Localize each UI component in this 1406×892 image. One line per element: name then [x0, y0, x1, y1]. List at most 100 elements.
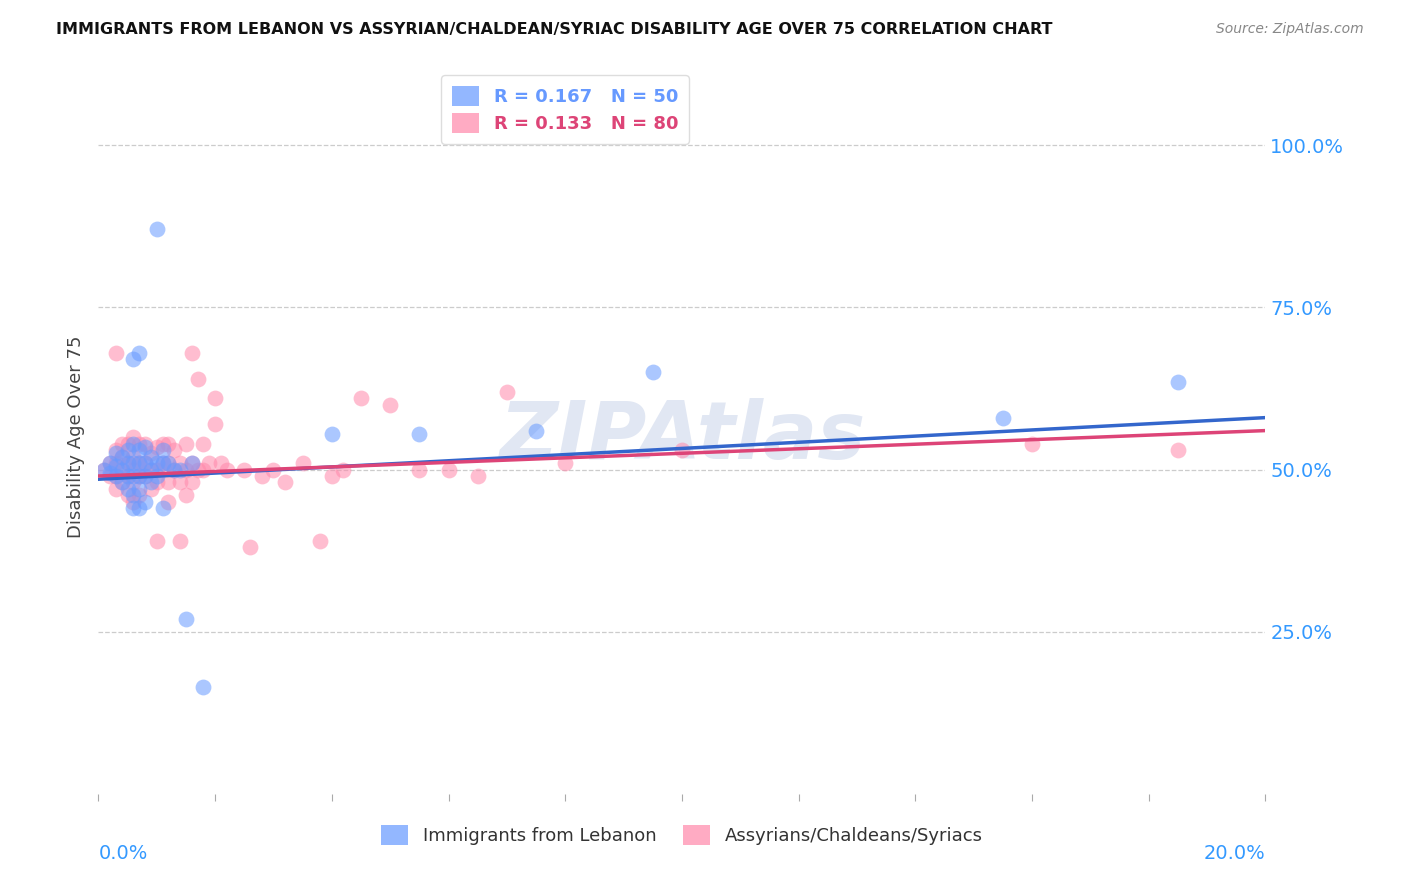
Point	[111, 436, 134, 450]
Point	[239, 541, 262, 555]
Point	[321, 469, 343, 483]
Point	[146, 456, 169, 470]
Point	[193, 680, 215, 694]
Point	[117, 469, 139, 483]
Point	[139, 482, 162, 496]
Point	[152, 436, 174, 450]
Point	[146, 440, 169, 454]
Y-axis label: Disability Age Over 75: Disability Age Over 75	[66, 335, 84, 539]
Point	[134, 436, 156, 450]
Point	[104, 469, 127, 483]
Point	[139, 450, 162, 464]
Point	[122, 488, 145, 502]
Point	[174, 612, 197, 626]
Text: ZIPAtlas: ZIPAtlas	[499, 398, 865, 476]
Text: 0.0%: 0.0%	[98, 844, 148, 863]
Point	[104, 446, 127, 460]
Point	[991, 410, 1014, 425]
Point	[1167, 375, 1189, 389]
Point	[139, 462, 162, 476]
Point	[233, 462, 256, 476]
Point	[128, 469, 150, 483]
Point	[163, 443, 186, 458]
Point	[467, 469, 489, 483]
Point	[215, 462, 238, 476]
Point	[157, 456, 180, 470]
Point	[180, 456, 202, 470]
Point	[174, 436, 197, 450]
Point	[122, 501, 145, 516]
Point	[111, 462, 134, 476]
Point	[122, 456, 145, 470]
Legend: Immigrants from Lebanon, Assyrians/Chaldeans/Syriacs: Immigrants from Lebanon, Assyrians/Chald…	[370, 814, 994, 856]
Point	[128, 456, 150, 470]
Point	[98, 466, 121, 480]
Point	[291, 456, 314, 470]
Point	[128, 482, 150, 496]
Point	[163, 462, 186, 476]
Point	[193, 462, 215, 476]
Point	[152, 456, 174, 470]
Point	[554, 456, 576, 470]
Point	[122, 430, 145, 444]
Point	[641, 365, 664, 379]
Point	[111, 475, 134, 490]
Point	[198, 456, 221, 470]
Point	[193, 436, 215, 450]
Point	[117, 456, 139, 470]
Point	[128, 469, 150, 483]
Point	[152, 501, 174, 516]
Point	[408, 426, 430, 441]
Text: Source: ZipAtlas.com: Source: ZipAtlas.com	[1216, 22, 1364, 37]
Point	[180, 456, 202, 470]
Point	[104, 482, 127, 496]
Point	[104, 469, 127, 483]
Point	[157, 495, 180, 509]
Point	[309, 533, 332, 548]
Point	[157, 475, 180, 490]
Point	[122, 495, 145, 509]
Point	[98, 456, 121, 470]
Point	[139, 462, 162, 476]
Point	[146, 533, 169, 548]
Point	[262, 462, 284, 476]
Point	[98, 456, 121, 470]
Point	[111, 475, 134, 490]
Point	[496, 384, 519, 399]
Point	[332, 462, 354, 476]
Point	[117, 482, 139, 496]
Point	[146, 222, 169, 236]
Point	[111, 450, 134, 464]
Point	[122, 352, 145, 367]
Point	[1021, 436, 1043, 450]
Point	[122, 450, 145, 464]
Point	[128, 456, 150, 470]
Point	[111, 450, 134, 464]
Point	[274, 475, 297, 490]
Point	[380, 398, 402, 412]
Point	[209, 456, 232, 470]
Point	[180, 345, 202, 359]
Point	[117, 436, 139, 450]
Point	[122, 469, 145, 483]
Point	[174, 462, 197, 476]
Point	[408, 462, 430, 476]
Point	[146, 462, 169, 476]
Point	[134, 469, 156, 483]
Point	[152, 456, 174, 470]
Point	[117, 469, 139, 483]
Point	[204, 417, 226, 431]
Text: IMMIGRANTS FROM LEBANON VS ASSYRIAN/CHALDEAN/SYRIAC DISABILITY AGE OVER 75 CORRE: IMMIGRANTS FROM LEBANON VS ASSYRIAN/CHAL…	[56, 22, 1053, 37]
Point	[169, 462, 191, 476]
Point	[524, 424, 547, 438]
Point	[146, 475, 169, 490]
Point	[169, 475, 191, 490]
Point	[187, 462, 209, 476]
Point	[128, 488, 150, 502]
Point	[180, 475, 202, 490]
Point	[152, 443, 174, 458]
Point	[169, 456, 191, 470]
Point	[169, 533, 191, 548]
Point	[104, 443, 127, 458]
Point	[671, 443, 693, 458]
